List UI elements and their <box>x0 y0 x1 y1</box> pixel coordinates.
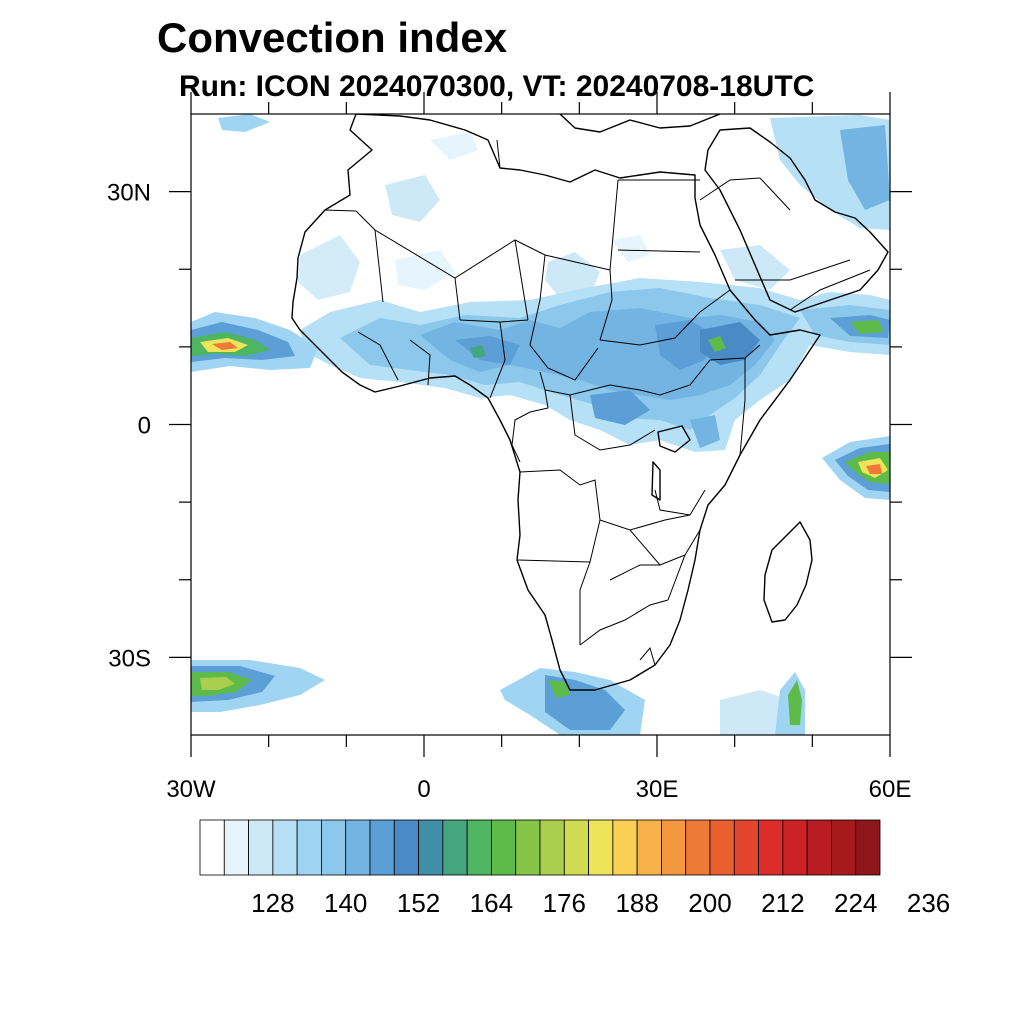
convection-band <box>590 390 650 425</box>
colorbar-label: 200 <box>688 888 731 918</box>
colorbar-swatch <box>272 819 298 876</box>
colorbar-swatch <box>442 819 468 876</box>
convection-cluster <box>720 690 790 735</box>
colorbar-label: 140 <box>324 888 367 918</box>
convection-band <box>700 322 760 365</box>
country-borders <box>324 139 871 666</box>
convection-cluster <box>212 342 238 350</box>
convection-patch <box>395 250 455 290</box>
africa-coastline <box>291 114 821 691</box>
colorbar-swatch <box>563 819 589 876</box>
convection-band <box>455 336 520 365</box>
colorbar-swatch <box>369 819 395 876</box>
x-tick-label: 0 <box>417 776 430 803</box>
y-tick-label: 30S <box>108 645 151 672</box>
coastlines <box>291 114 889 691</box>
colorbar-label: 188 <box>615 888 658 918</box>
colorbar-label: 224 <box>834 888 877 918</box>
convection-patch <box>612 235 650 262</box>
convection-patch <box>720 245 790 290</box>
convection-band <box>708 336 726 352</box>
convection-patch <box>218 114 270 132</box>
mediterranean-north-coast <box>559 114 721 133</box>
madagascar-coastline <box>763 521 813 623</box>
colorbar-swatch <box>806 819 832 876</box>
colorbar-swatch <box>612 819 638 876</box>
colorbar-swatch <box>855 819 881 876</box>
colorbar-swatch <box>539 819 565 876</box>
map-subtitle: Run: ICON 2024070300, VT: 20240708-18UTC <box>179 70 815 103</box>
colorbar-swatch <box>515 819 541 876</box>
convection-patch <box>385 175 440 222</box>
convection-cluster <box>866 464 882 474</box>
colorbar-swatch <box>393 819 419 876</box>
colorbar-swatch <box>831 819 857 876</box>
colorbar-swatch <box>199 819 225 876</box>
colorbar-swatch <box>223 819 249 876</box>
colorbar-swatch <box>782 819 808 876</box>
map-frame <box>190 113 891 736</box>
convection-band <box>470 345 486 358</box>
convection-field <box>191 114 890 735</box>
colorbar-label: 128 <box>251 888 294 918</box>
colorbar-swatch <box>491 819 517 876</box>
convection-cluster <box>788 680 802 725</box>
convection-band <box>690 415 720 448</box>
x-tick-label: 30W <box>166 776 216 803</box>
lake-victoria <box>657 425 691 453</box>
convection-patch <box>298 235 360 300</box>
colorbar-label: 152 <box>397 888 440 918</box>
colorbar-swatch <box>466 819 492 876</box>
colorbar-label: 236 <box>907 888 950 918</box>
axis-labels: 30W 0 30E 60E 30N 0 30S <box>107 180 911 803</box>
x-tick-label: 30E <box>636 776 679 803</box>
colorbar-label: 164 <box>470 888 513 918</box>
convection-patch <box>430 132 478 160</box>
convection-band <box>850 320 884 334</box>
colorbar-swatch <box>733 819 759 876</box>
convection-cluster <box>548 680 570 698</box>
convection-cluster <box>200 677 235 690</box>
axis-ticks <box>169 92 912 757</box>
colorbar-swatch <box>661 819 687 876</box>
convection-patch <box>545 252 600 298</box>
colorbar-swatch <box>345 819 371 876</box>
lake-tanganyika <box>651 461 661 501</box>
y-tick-label: 30N <box>107 180 151 207</box>
colorbar-swatch <box>296 819 322 876</box>
colorbar <box>199 819 881 876</box>
colorbar-label: 176 <box>543 888 586 918</box>
convection-patch <box>840 125 890 210</box>
arabia-coastline <box>704 127 889 313</box>
colorbar-swatch <box>321 819 347 876</box>
colorbar-label: 212 <box>761 888 804 918</box>
colorbar-swatch <box>636 819 662 876</box>
colorbar-swatch <box>685 819 711 876</box>
colorbar-swatch <box>418 819 444 876</box>
colorbar-labels: 128 140 152 164 176 188 200 212 224 236 <box>251 888 950 918</box>
colorbar-swatch <box>588 819 614 876</box>
colorbar-swatch <box>248 819 274 876</box>
y-tick-label: 0 <box>138 413 151 440</box>
colorbar-swatch <box>758 819 784 876</box>
map-title: Convection index <box>157 14 508 61</box>
x-tick-label: 60E <box>869 776 912 803</box>
colorbar-swatch <box>709 819 735 876</box>
